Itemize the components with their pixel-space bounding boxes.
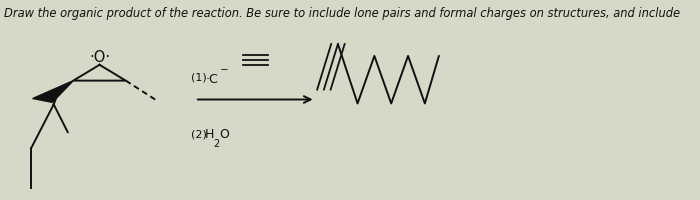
Polygon shape bbox=[33, 81, 74, 103]
Text: Draw the organic product of the reaction. Be sure to include lone pairs and form: Draw the organic product of the reaction… bbox=[4, 7, 680, 20]
Text: H: H bbox=[205, 127, 214, 140]
Text: ·C: ·C bbox=[206, 72, 219, 85]
Text: ·O·: ·O· bbox=[89, 50, 110, 64]
Text: 2: 2 bbox=[214, 138, 220, 148]
Text: (2): (2) bbox=[191, 129, 206, 139]
Text: O: O bbox=[219, 127, 229, 140]
Text: −: − bbox=[220, 64, 229, 74]
Text: (1): (1) bbox=[191, 72, 206, 82]
